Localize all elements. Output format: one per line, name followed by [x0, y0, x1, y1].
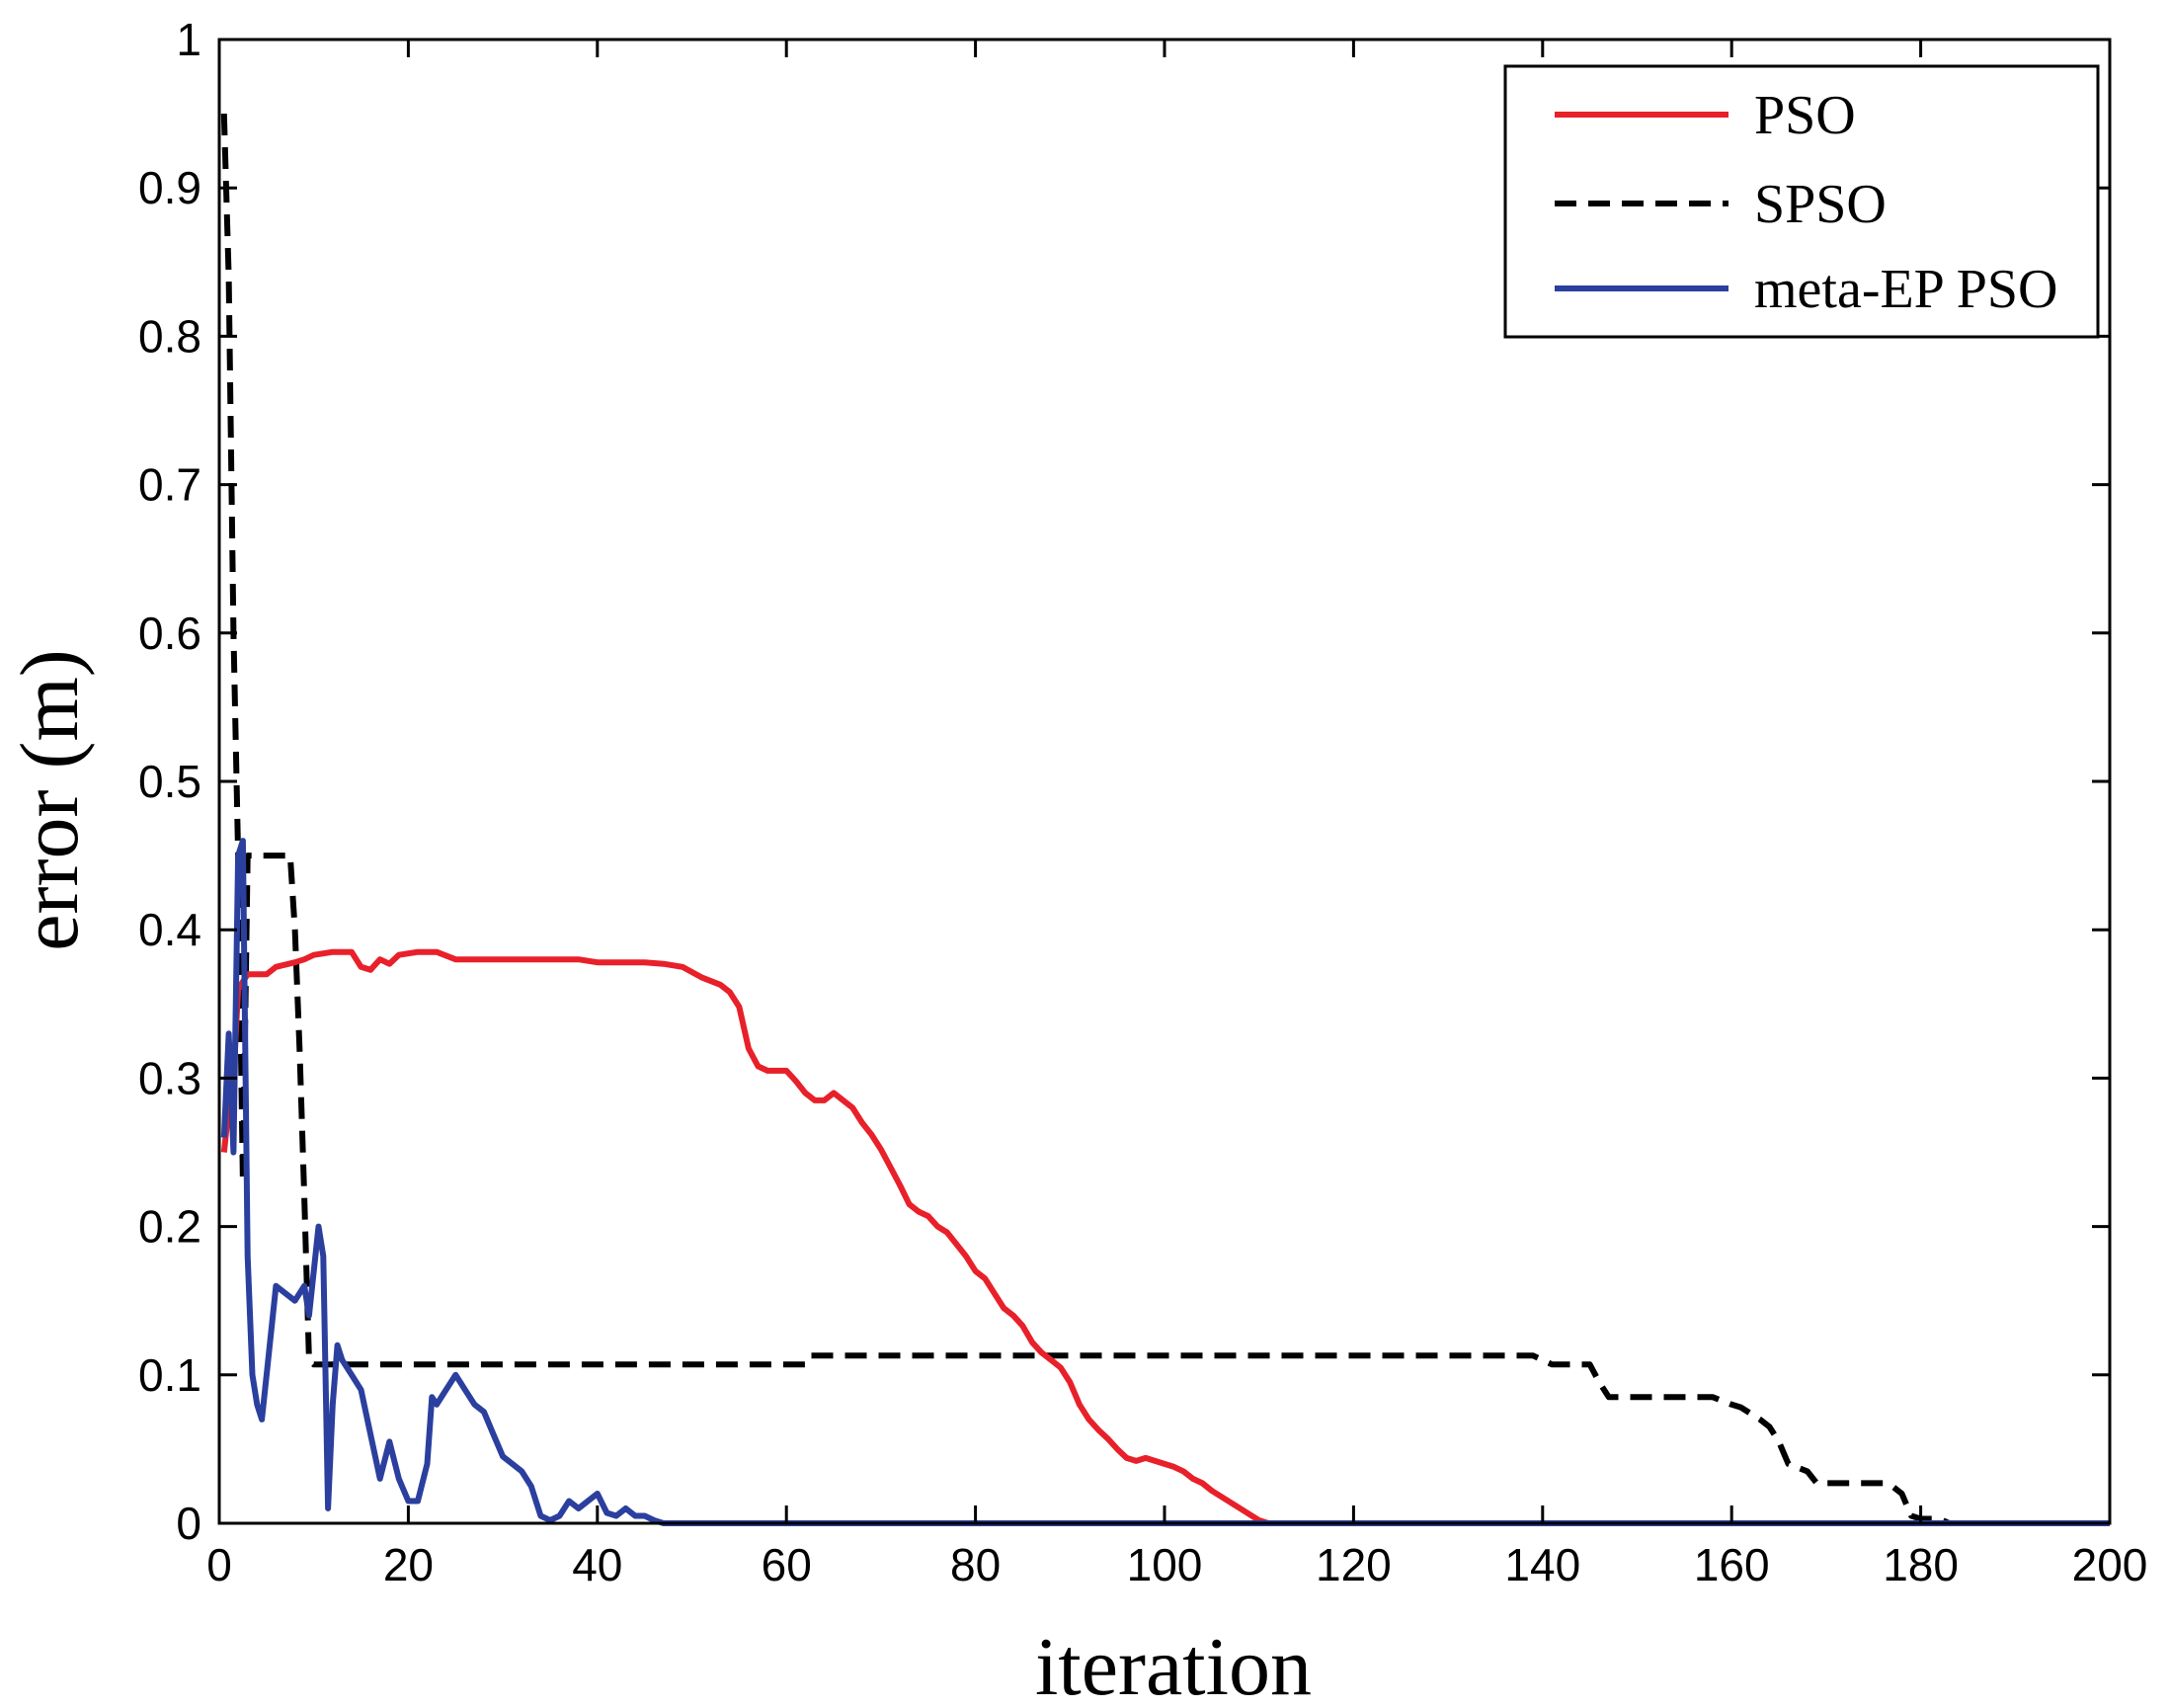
- legend-label-spso: SPSO: [1754, 174, 1887, 235]
- x-tick-label: 80: [950, 1539, 1001, 1590]
- legend-label-meta-ep-pso: meta-EP PSO: [1754, 259, 2057, 320]
- x-axis-title: iteration: [1035, 1621, 1312, 1708]
- y-tick-label: 0.5: [138, 756, 201, 807]
- y-tick-label: 0.4: [138, 904, 201, 955]
- ticks-layer: 0 20 40 60 80 100 120 140 160 180 200 0 0.1 0.2 0.3 0.4…: [138, 14, 2147, 1590]
- y-tick-label: 0.2: [138, 1201, 201, 1253]
- y-tick-label: 1: [176, 14, 201, 65]
- x-tick-label: 120: [1316, 1539, 1392, 1590]
- series-line-meta-ep-pso: [220, 838, 2110, 1526]
- x-tick-label: 180: [1883, 1539, 1959, 1590]
- y-tick-label: 0: [176, 1498, 201, 1549]
- y-tick-label: 0.1: [138, 1349, 201, 1401]
- y-tick-label: 0.9: [138, 162, 201, 213]
- x-tick-label: 100: [1127, 1539, 1203, 1590]
- legend: PSO SPSO meta-EP PSO: [1503, 64, 2100, 339]
- y-tick-label: 0.8: [138, 310, 201, 362]
- x-tick-label: 140: [1504, 1539, 1580, 1590]
- series-line-pso: [220, 948, 2110, 1526]
- y-tick-label: 0.3: [138, 1052, 201, 1103]
- x-tick-label: 60: [762, 1539, 812, 1590]
- y-tick-label: 0.6: [138, 608, 201, 659]
- series-layer: [220, 114, 2110, 1526]
- y-axis-title: error (m): [4, 649, 96, 950]
- legend-label-pso: PSO: [1754, 85, 1856, 146]
- y-tick-label: 0.7: [138, 459, 201, 511]
- x-tick-label: 40: [572, 1539, 622, 1590]
- x-tick-label: 160: [1694, 1539, 1770, 1590]
- x-tick-label: 20: [383, 1539, 434, 1590]
- x-tick-label: 200: [2072, 1539, 2148, 1590]
- x-tick-label: 0: [206, 1539, 232, 1590]
